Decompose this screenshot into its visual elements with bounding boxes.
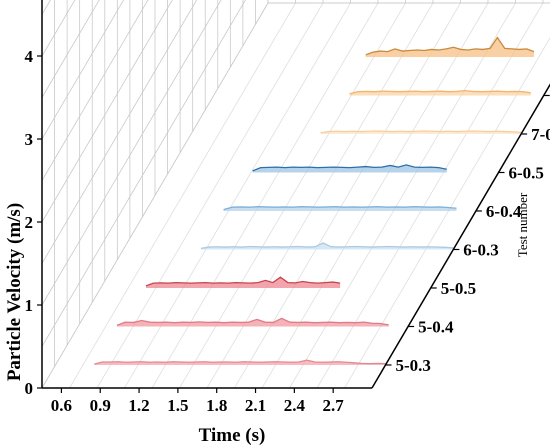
series-area <box>223 206 457 211</box>
z-tick-label: 5-0.4 <box>418 317 454 336</box>
x-tick-label: 0.6 <box>51 396 72 415</box>
y-tick-label: 3 <box>25 130 34 149</box>
series-area <box>146 277 341 288</box>
series-6-0.4 <box>223 206 457 211</box>
series-line <box>349 89 531 95</box>
back-wall-grid <box>267 0 550 4</box>
z-tick-label: 7-0.3 <box>531 125 550 144</box>
side-wall-grid <box>41 0 550 389</box>
series-line <box>116 317 389 327</box>
series-7-0.4 <box>349 89 531 96</box>
x-tick-label: 2.4 <box>284 396 306 415</box>
z-tick-label: 6-0.5 <box>509 163 544 182</box>
y-tick-label: 4 <box>25 47 34 66</box>
series-5-0.4 <box>116 317 389 327</box>
series-area <box>252 164 447 173</box>
y-axis-title: Particle Velocity (m/s) <box>4 203 25 381</box>
series-area <box>200 243 454 250</box>
series-line <box>145 276 341 287</box>
series-area <box>365 37 534 57</box>
x-axis-title: Time (s) <box>199 425 266 446</box>
x-tick-label: 2.7 <box>323 396 345 415</box>
floor-grid-line <box>179 2 406 389</box>
z-tick-label: 6-0.4 <box>486 202 522 221</box>
floor-grid-line <box>289 2 516 389</box>
x-tick-label: 1.2 <box>128 396 149 415</box>
floor-grid-line <box>206 2 434 389</box>
series-7-0.3 <box>320 130 522 134</box>
floor-grid-line <box>261 2 489 389</box>
z-axis-line <box>371 83 550 389</box>
series-line <box>223 206 457 211</box>
series-6-0.3 <box>200 242 454 250</box>
series-7-0.5 <box>365 36 535 57</box>
x-tick-label: 0.9 <box>90 396 111 415</box>
series-5-0.3 <box>94 359 386 365</box>
series-line <box>365 36 535 56</box>
z-tick-label: 5-0.5 <box>441 279 476 298</box>
floor-grid-line <box>41 2 269 389</box>
axes-layer: 0.60.91.21.51.82.12.42.70123455-0.35-0.4… <box>25 0 550 415</box>
z-tick-label: 6-0.3 <box>463 240 498 259</box>
z-tick-label: 5-0.3 <box>396 356 431 375</box>
y-tick-label: 1 <box>25 296 34 315</box>
z-axis-title: Test number <box>515 192 530 257</box>
series-5-0.5 <box>145 276 341 288</box>
back-wall <box>267 0 550 4</box>
floor-grid-line <box>69 2 296 389</box>
floor-grid-line <box>124 2 351 389</box>
series-layer <box>94 36 535 365</box>
x-tick-label: 1.5 <box>167 396 188 415</box>
series-line <box>252 164 447 172</box>
x-tick-label: 2.1 <box>245 396 266 415</box>
y-tick-label: 2 <box>25 213 34 232</box>
floor-grid-line <box>151 2 379 389</box>
y-tick-label: 0 <box>25 379 34 398</box>
x-tick-label: 1.8 <box>206 396 227 415</box>
series-6-0.5 <box>252 164 447 173</box>
series-line <box>200 242 454 250</box>
series-area <box>116 318 389 327</box>
series-line <box>94 359 386 365</box>
series-line <box>320 130 522 134</box>
